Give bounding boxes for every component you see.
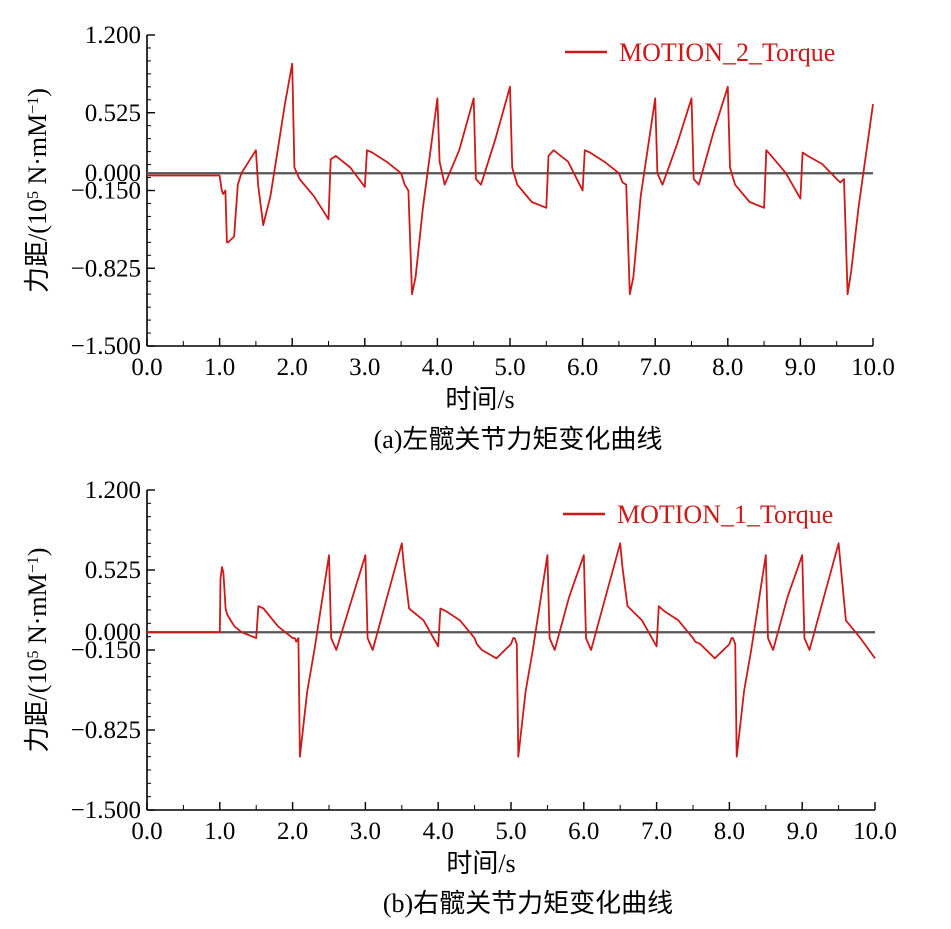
x-tick-label: 1.0 — [204, 354, 235, 381]
x-tick-label: 7.0 — [641, 818, 672, 845]
x-tick-label: 6.0 — [568, 818, 599, 845]
y-tick-label: −0.150 — [71, 637, 141, 664]
y-tick-label: 0.525 — [85, 100, 141, 127]
x-tick-label: 6.0 — [567, 354, 598, 381]
x-tick-label: 10.0 — [853, 818, 897, 845]
x-axis-title: 时间/s — [445, 385, 514, 414]
y-axis-title: 力距/(105 N·mM−1) — [23, 548, 52, 753]
x-tick-label: 4.0 — [422, 354, 453, 381]
legend-label: MOTION_1_Torque — [617, 500, 833, 529]
y-tick-label: −0.825 — [71, 255, 141, 282]
chart-caption: (a)左髋关节力矩变化曲线 — [374, 425, 663, 454]
x-axis-title: 时间/s — [446, 849, 515, 878]
y-axis-title-superscript: 5 — [25, 651, 42, 659]
x-tick-label: 7.0 — [640, 354, 671, 381]
x-tick-label: 9.0 — [785, 354, 816, 381]
x-tick-label: 1.0 — [204, 818, 235, 845]
x-tick-label: 2.0 — [277, 818, 308, 845]
legend-label: MOTION_2_Torque — [619, 38, 835, 67]
x-tick-label: 8.0 — [714, 818, 745, 845]
x-tick-label: 9.0 — [787, 818, 818, 845]
y-axis-title-superscript: −1 — [25, 556, 42, 573]
y-axis-title-superscript: 5 — [25, 191, 42, 199]
series-line-MOTION_2_Torque — [147, 62, 874, 296]
y-axis-title: 力距/(105 N·mM−1) — [23, 88, 52, 293]
x-tick-label: 3.0 — [350, 818, 381, 845]
y-tick-label: 0.000 — [85, 619, 141, 646]
y-axis-title-part: N·mM — [23, 114, 52, 191]
y-axis-title-part: ) — [23, 548, 52, 557]
y-tick-label: −0.150 — [71, 178, 141, 205]
x-tick-label: 3.0 — [349, 354, 380, 381]
x-tick-label: 5.0 — [495, 818, 526, 845]
y-tick-label: 0.000 — [85, 160, 141, 187]
y-axis-title-part: ) — [23, 88, 52, 97]
y-tick-label: 0.525 — [85, 557, 141, 584]
y-axis-title-part: 力距/(10 — [23, 659, 52, 753]
y-axis-title-superscript: −1 — [25, 97, 42, 114]
x-tick-label: 5.0 — [494, 354, 525, 381]
x-tick-label: 2.0 — [277, 354, 308, 381]
y-tick-label: 1.200 — [85, 477, 141, 504]
x-tick-label: 4.0 — [423, 818, 454, 845]
y-tick-label: −0.825 — [71, 717, 141, 744]
x-tick-label: 0.0 — [131, 818, 162, 845]
y-axis-title-part: N·mM — [23, 573, 52, 650]
series-line-MOTION_1_Torque — [147, 542, 876, 758]
chart-caption: (b)右髋关节力矩变化曲线 — [383, 889, 673, 918]
x-tick-label: 8.0 — [712, 354, 743, 381]
y-tick-label: −1.500 — [71, 797, 141, 824]
x-tick-label: 10.0 — [851, 354, 895, 381]
y-axis-title-part: 力距/(10 — [23, 199, 52, 293]
y-tick-label: −1.500 — [71, 333, 141, 360]
x-tick-label: 0.0 — [131, 354, 162, 381]
y-tick-label: 1.200 — [85, 22, 141, 49]
